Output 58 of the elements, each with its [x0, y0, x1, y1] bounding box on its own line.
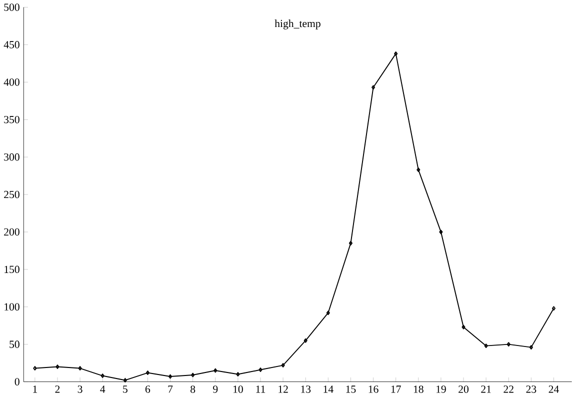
point [326, 310, 330, 315]
x-tick-label: 21 [481, 385, 491, 393]
x-tick-label: 2 [55, 385, 60, 393]
point [304, 338, 308, 343]
point [348, 240, 353, 246]
x-tick-label: 3 [78, 385, 82, 393]
point [281, 362, 285, 368]
y-tick-label: 50 [10, 340, 20, 348]
point [123, 378, 127, 382]
y-tick-label: 150 [4, 266, 20, 273]
y-tick-label: 500 [4, 3, 20, 11]
x-tick-label: 6 [145, 385, 150, 393]
point [258, 367, 262, 372]
point [484, 343, 488, 348]
y-tick-label: 350 [4, 116, 20, 124]
x-tick-label: 19 [436, 385, 446, 393]
point [168, 374, 172, 379]
x-tick-label: 14 [324, 385, 334, 392]
x-tick-label: 17 [391, 385, 401, 392]
point [214, 368, 218, 373]
point [506, 342, 510, 346]
point [146, 370, 150, 375]
x-tick-label: 20 [458, 385, 469, 393]
point [394, 51, 398, 56]
y-tick-label: 450 [4, 40, 20, 48]
point [56, 364, 60, 369]
point [529, 344, 533, 350]
x-tick-label: 4 [100, 385, 106, 392]
x-tick-label: 13 [301, 385, 311, 393]
x-tick-label: 22 [504, 385, 514, 393]
x-tick-label: 15 [346, 385, 356, 393]
point [462, 324, 466, 330]
x-tick-label: 9 [213, 385, 218, 393]
y-tick-label: 100 [4, 302, 20, 310]
x-tick-label: 11 [256, 385, 266, 392]
x-tick-label: 12 [278, 385, 288, 393]
y-tick-label: 250 [4, 190, 20, 198]
x-tick-label: 10 [233, 385, 243, 393]
point [439, 230, 443, 234]
point [100, 373, 104, 378]
y-tick-label: 0 [14, 378, 20, 386]
x-tick-label: 16 [368, 385, 378, 393]
point [416, 167, 420, 172]
x-tick-label: 23 [526, 385, 536, 393]
point [78, 366, 82, 370]
x-tick-label: 7 [168, 385, 173, 392]
point [371, 84, 376, 90]
y-tick-label: 200 [4, 228, 20, 236]
x-tick-label: 18 [414, 385, 424, 393]
x-tick-label: 5 [123, 385, 128, 393]
point [191, 372, 195, 378]
x-tick-label: 8 [190, 385, 196, 393]
text: high_temp [274, 19, 320, 30]
y-tick-label: 300 [4, 153, 20, 160]
y-tick-label: 400 [4, 78, 20, 86]
x-tick-label: 1 [33, 385, 37, 392]
point [236, 372, 240, 376]
x-tick-label: 24 [548, 385, 559, 393]
